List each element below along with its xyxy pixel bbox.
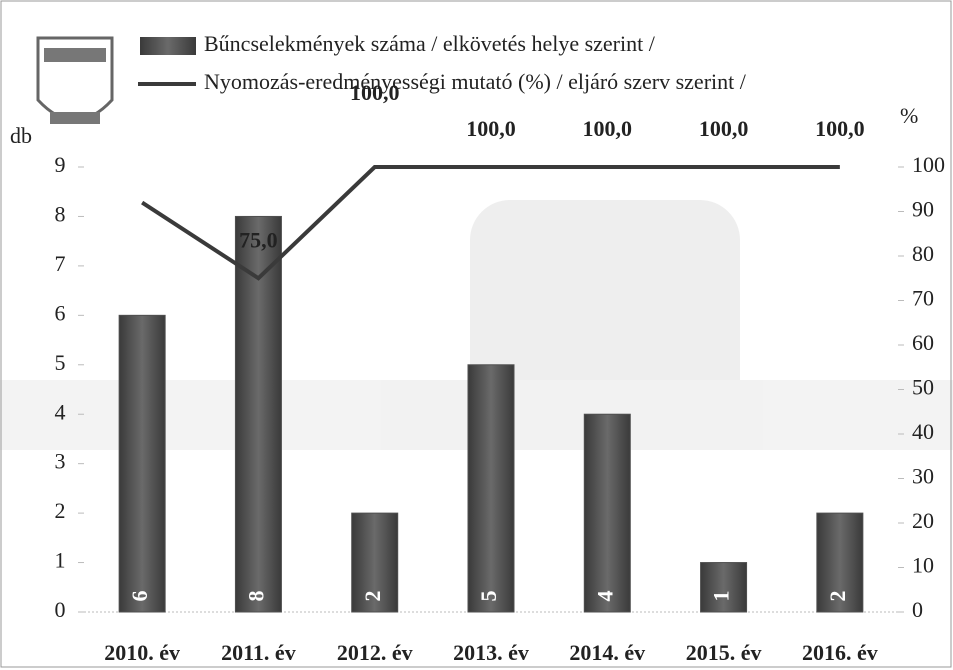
bar-value-label: 2 bbox=[825, 591, 850, 602]
x-tick-label: 2014. év bbox=[569, 640, 645, 665]
y2-tick-label: 50 bbox=[912, 375, 934, 400]
y-tick-label: 3 bbox=[55, 449, 66, 474]
y-tick-label: 9 bbox=[55, 152, 66, 177]
y2-tick-label: 30 bbox=[912, 464, 934, 489]
legend-label: Nyomozás-eredményességi mutató (%) / elj… bbox=[204, 69, 747, 94]
bar-value-label: 4 bbox=[592, 591, 617, 602]
x-tick-label: 2011. év bbox=[221, 640, 296, 665]
line-value-label: 100,0 bbox=[466, 116, 516, 141]
y-tick-label: 2 bbox=[55, 498, 66, 523]
line-value-label: 100,0 bbox=[699, 116, 749, 141]
bar bbox=[467, 364, 515, 613]
y2-tick-label: 0 bbox=[912, 597, 923, 622]
bar bbox=[118, 314, 166, 613]
x-tick-label: 2010. év bbox=[104, 640, 180, 665]
y2-tick-label: 90 bbox=[912, 197, 934, 222]
y2-tick-label: 100 bbox=[912, 152, 945, 177]
bar bbox=[700, 562, 748, 613]
y2-tick-label: 80 bbox=[912, 241, 934, 266]
legend-label: Bűncselekmények száma / elkövetés helye … bbox=[204, 31, 656, 56]
y-tick-label: 7 bbox=[55, 251, 66, 276]
y2-tick-label: 20 bbox=[912, 508, 934, 533]
bar-value-label: 5 bbox=[476, 591, 501, 602]
line bbox=[141, 165, 840, 281]
y-tick-label: 8 bbox=[55, 201, 66, 226]
x-tick-label: 2013. év bbox=[453, 640, 529, 665]
x-tick-label: 2015. év bbox=[686, 640, 762, 665]
bar bbox=[816, 512, 864, 613]
y2-tick-label: 60 bbox=[912, 330, 934, 355]
bar-value-label: 1 bbox=[709, 591, 734, 602]
y2-tick-label: 70 bbox=[912, 286, 934, 311]
bar-value-label: 8 bbox=[243, 591, 268, 602]
x-tick-label: 2016. év bbox=[802, 640, 878, 665]
legend-swatch bbox=[140, 37, 196, 55]
bar bbox=[583, 413, 631, 613]
bar bbox=[351, 512, 399, 613]
y-tick-label: 4 bbox=[55, 399, 66, 424]
y-tick-label: 5 bbox=[55, 350, 66, 375]
y-tick-label: 6 bbox=[55, 300, 66, 325]
line-value-label: 100,0 bbox=[815, 116, 865, 141]
y2-tick-label: 10 bbox=[912, 553, 934, 578]
logo bbox=[36, 36, 114, 124]
bar-value-label: 2 bbox=[360, 591, 385, 602]
y2-axis-title: % bbox=[900, 103, 918, 128]
line-value-label: 75,0 bbox=[239, 227, 278, 252]
y-axis-title: db bbox=[10, 123, 32, 148]
y-tick-label: 0 bbox=[55, 597, 66, 622]
bar-value-label: 6 bbox=[127, 591, 152, 602]
line-value-label: 100,0 bbox=[350, 80, 400, 105]
line-value-label: 100,0 bbox=[583, 116, 633, 141]
x-tick-label: 2012. év bbox=[337, 640, 413, 665]
bar bbox=[234, 215, 282, 613]
y2-tick-label: 40 bbox=[912, 419, 934, 444]
y-tick-label: 1 bbox=[55, 548, 66, 573]
